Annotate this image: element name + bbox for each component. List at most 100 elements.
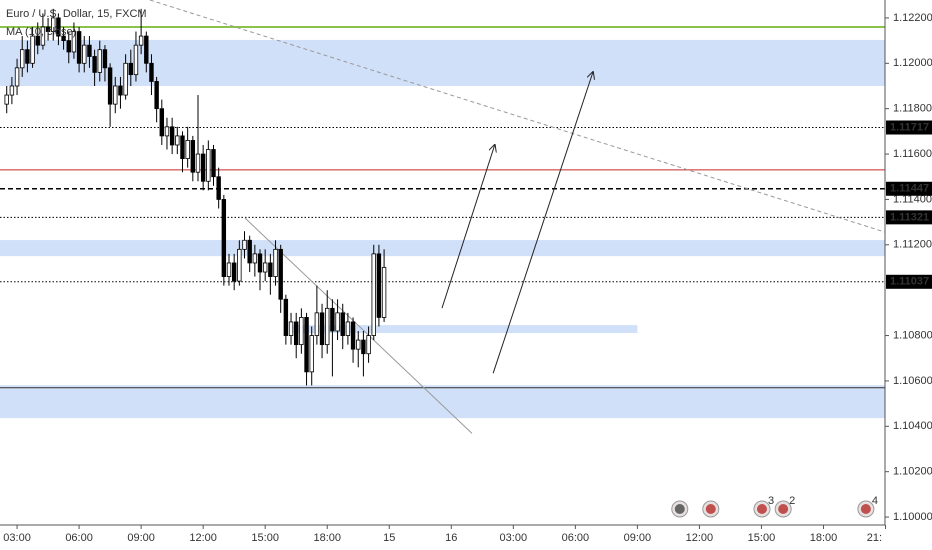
- candle-body: [221, 199, 227, 277]
- candle-body: [66, 40, 71, 53]
- y-tick-label: 1.12000: [893, 57, 932, 69]
- x-tick-label: 12:00: [686, 532, 714, 544]
- candle-body: [25, 49, 30, 64]
- candle-body: [288, 321, 294, 336]
- x-tick-label: 09:00: [127, 532, 155, 544]
- candle-body: [273, 248, 278, 277]
- candle-body: [185, 140, 190, 159]
- candle-body: [71, 31, 77, 53]
- x-tick-label: 03:00: [500, 532, 528, 544]
- x-tick-label: 06:00: [65, 532, 93, 544]
- candle-body: [262, 262, 268, 273]
- axes: 1.10000 1.10200 1.10400 1.10600 1.10800 1.112…: [3, 12, 932, 544]
- y-tick-label: 1.11600: [893, 148, 932, 160]
- candle-body: [361, 339, 366, 355]
- candle-body: [257, 253, 263, 273]
- candle-body: [133, 44, 139, 76]
- event-count: 2: [789, 495, 795, 507]
- candle-body: [330, 307, 335, 332]
- x-tick-label: 15:00: [251, 532, 279, 544]
- zone: [0, 240, 885, 257]
- candle-body: [180, 135, 185, 159]
- zone: [291, 325, 638, 334]
- plot-area: 3 2 4: [0, 0, 886, 518]
- candle-body: [4, 94, 9, 105]
- x-tick-label: 06:00: [562, 532, 590, 544]
- candle-body: [226, 262, 232, 277]
- candle-body: [159, 108, 165, 137]
- candle-body: [340, 312, 345, 336]
- candle-body: [128, 62, 133, 76]
- y-tick-label: 1.11400: [893, 193, 932, 205]
- candle-body: [304, 317, 309, 373]
- x-tick-label: 09:00: [624, 532, 652, 544]
- event-flag-inner: [756, 504, 767, 514]
- y-tick-label: 1.11800: [893, 103, 932, 115]
- x-tick-label: 18:00: [810, 532, 838, 544]
- trend-dashed: [149, 0, 886, 233]
- candle-body: [366, 335, 371, 355]
- candle-body: [51, 17, 56, 32]
- x-tick-label: 21:: [867, 532, 882, 544]
- level-label-bg: [886, 274, 932, 289]
- candle-body: [87, 44, 92, 57]
- candle-body: [231, 262, 237, 282]
- level-label-bg: [886, 120, 932, 135]
- y-tick-label: 1.10200: [893, 466, 932, 478]
- candle-body: [211, 149, 216, 178]
- candle-body: [252, 253, 258, 264]
- candle-body: [293, 321, 299, 346]
- candle-body: [278, 248, 283, 300]
- candle-body: [76, 31, 82, 64]
- candle-body: [118, 85, 123, 96]
- candle-body: [325, 307, 330, 346]
- trend-arrow: [441, 145, 495, 309]
- candle-body: [102, 49, 108, 69]
- level-label: 1.11447: [890, 183, 929, 195]
- candle-body: [144, 35, 149, 64]
- candle-body: [45, 26, 51, 32]
- candle-body: [381, 267, 387, 318]
- candle-body: [190, 140, 196, 173]
- level-label: 1.11037: [890, 276, 929, 288]
- x-tick-label: 18:00: [313, 532, 341, 544]
- level-label: 1.11717: [890, 121, 929, 133]
- candle-body: [206, 149, 211, 182]
- x-tick-label: 12:00: [189, 532, 217, 544]
- candle-body: [56, 17, 61, 37]
- event-flag-inner: [674, 504, 685, 514]
- candle-body: [345, 321, 351, 336]
- x-tick-label: 16: [445, 532, 457, 544]
- candle-body: [247, 239, 252, 264]
- candle-body: [92, 56, 97, 73]
- event-flag-inner: [860, 504, 871, 514]
- x-tick-label: 15:00: [748, 532, 776, 544]
- y-tick-label: 1.12200: [893, 12, 932, 24]
- candle-body: [195, 153, 201, 173]
- y-tick-label: 1.10800: [893, 329, 932, 341]
- event-flag-inner: [778, 504, 789, 514]
- candle-body: [164, 126, 170, 137]
- candle-body: [309, 335, 314, 373]
- candle-body: [123, 62, 128, 96]
- candle-body: [216, 176, 221, 200]
- candle-body: [335, 312, 340, 332]
- chart-title: Euro / U.S. Dollar, 15, FXCM: [6, 8, 147, 20]
- y-tick-label: 1.11200: [893, 239, 932, 251]
- candle-body: [350, 321, 356, 350]
- candle-body: [35, 35, 40, 46]
- time-axis-bg: [0, 525, 932, 550]
- candle-body: [175, 135, 180, 146]
- zone: [0, 385, 885, 419]
- candle-body: [149, 62, 154, 82]
- candle-body: [20, 49, 25, 69]
- x-tick-label: 15: [383, 532, 395, 544]
- y-tick-label: 1.10400: [893, 420, 932, 432]
- level-label: 1.11321: [890, 211, 929, 223]
- candle-body: [61, 35, 66, 42]
- candle-body: [30, 35, 35, 64]
- level-label-bg: [886, 181, 932, 196]
- candle-body: [40, 26, 46, 46]
